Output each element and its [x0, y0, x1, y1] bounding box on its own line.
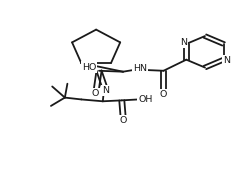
Text: O: O: [91, 89, 99, 98]
Text: HN: HN: [133, 64, 146, 73]
Text: N: N: [102, 86, 108, 95]
Text: O: O: [159, 90, 167, 99]
Text: N: N: [222, 56, 229, 65]
Text: HO: HO: [81, 63, 96, 72]
Text: O: O: [119, 116, 126, 125]
Text: OH: OH: [138, 95, 152, 104]
Text: N: N: [179, 38, 186, 47]
